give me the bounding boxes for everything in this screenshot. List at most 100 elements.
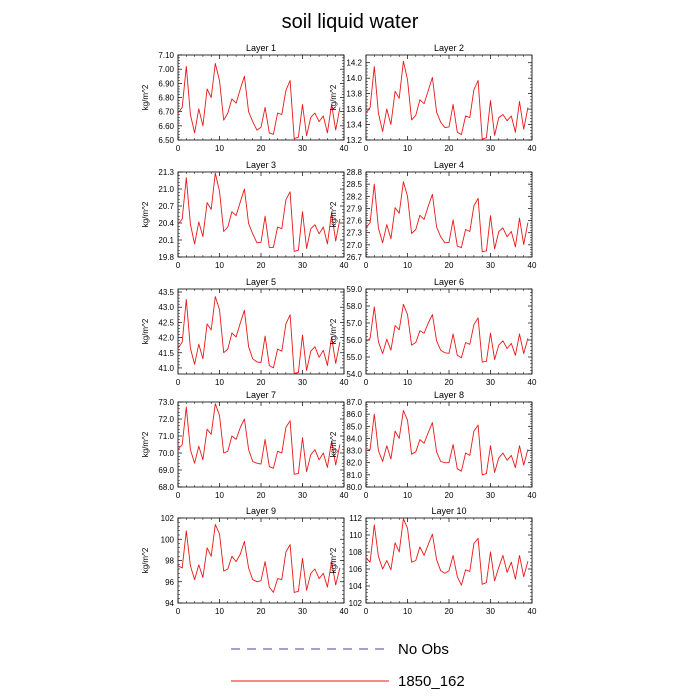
x-tick-label: 0 — [364, 378, 369, 387]
y-tick-label: 43.5 — [158, 288, 174, 297]
x-tick-label: 30 — [486, 491, 495, 500]
x-tick-label: 0 — [364, 261, 369, 270]
panel-layer-8: Layer 8kg/m^20 10 20 30 4080.081.082.083.084… — [329, 390, 537, 500]
y-tick-label: 27.9 — [346, 204, 362, 213]
y-tick-label: 41.0 — [158, 364, 174, 373]
y-tick-label: 42.0 — [158, 334, 174, 343]
series-line-1850-162 — [177, 296, 341, 374]
y-tick-label: 6.80 — [158, 94, 174, 103]
y-tick-label: 104 — [349, 582, 363, 591]
x-tick-label: 0 — [364, 607, 369, 616]
legend-1850-162-label: 1850_162 — [398, 673, 465, 690]
panel-layer-3: Layer 3 kg/m^2 0 10 20 30 40 19.8 20.1 20.4 20.7 21… — [141, 160, 349, 270]
y-axis-label: kg/m^2 — [141, 84, 150, 110]
y-tick-label: 58.0 — [346, 302, 362, 311]
panel-grid: Layer 1kg/m^20 10 20 30 406.506.606.706.806.… — [141, 43, 537, 616]
y-tick-label: 84.0 — [346, 434, 362, 443]
x-tick-label: 10 — [215, 144, 224, 153]
series-line-1850-162 — [177, 63, 341, 140]
x-tick-label: 40 — [340, 261, 349, 270]
x-tick-label: 30 — [298, 491, 307, 500]
x-tick-label: 40 — [528, 144, 537, 153]
y-tick-label: 6.50 — [158, 136, 174, 145]
x-tick-label: 40 — [528, 261, 537, 270]
y-tick-label: 13.4 — [346, 121, 362, 130]
y-tick-label: 86.0 — [346, 410, 362, 419]
x-tick-label: 30 — [298, 261, 307, 270]
x-tick-label: 20 — [257, 491, 266, 500]
y-tick-label: 94 — [165, 599, 174, 608]
y-tick-label: 72.0 — [158, 415, 174, 424]
y-tick-label: 20.1 — [158, 236, 174, 245]
x-tick-label: 20 — [445, 607, 454, 616]
x-tick-label: 40 — [528, 378, 537, 387]
series-line-1850-162 — [177, 172, 341, 252]
y-tick-label: 28.2 — [346, 192, 362, 201]
y-tick-label: 13.6 — [346, 105, 362, 114]
x-tick-label: 20 — [445, 378, 454, 387]
y-tick-label: 54.0 — [346, 370, 362, 379]
y-tick-label: 83.0 — [346, 447, 362, 456]
panel-title: Layer 1 — [246, 43, 276, 53]
y-tick-label: 27.6 — [346, 217, 362, 226]
panel-layer-1: Layer 1 kg/m^2 0 10 20 30 40 6.50 6.60 6.70 6.80 6.… — [141, 43, 349, 153]
panel-layer-9: Layer 9 kg/m^2 0 10 20 30 40 94 96 98 100 102 — [141, 506, 349, 616]
y-tick-label: 82.0 — [346, 459, 362, 468]
y-axis-label: kg/m^2 — [141, 431, 150, 457]
x-tick-label: 30 — [298, 378, 307, 387]
y-axis-label: kg/m^2 — [329, 84, 338, 110]
y-tick-label: 42.5 — [158, 318, 174, 327]
y-axis-label: kg/m^2 — [329, 431, 338, 457]
y-tick-label: 112 — [349, 514, 362, 523]
x-tick-label: 10 — [403, 261, 412, 270]
x-tick-label: 40 — [340, 378, 349, 387]
y-tick-label: 98 — [165, 557, 174, 566]
plot-frame — [177, 171, 345, 258]
panel-title: Layer 9 — [246, 506, 276, 516]
x-tick-label: 40 — [340, 491, 349, 500]
x-tick-label: 20 — [445, 491, 454, 500]
x-tick-label: 20 — [257, 378, 266, 387]
y-tick-label: 102 — [161, 514, 175, 523]
x-tick-label: 0 — [176, 378, 181, 387]
y-tick-label: 21.3 — [158, 168, 174, 177]
x-tick-label: 40 — [528, 607, 537, 616]
series-line-1850-162 — [365, 60, 529, 140]
x-tick-label: 30 — [486, 144, 495, 153]
y-tick-label: 14.2 — [346, 59, 362, 68]
panel-title: Layer 10 — [431, 506, 466, 516]
y-tick-label: 43.0 — [158, 303, 174, 312]
y-tick-label: 20.4 — [158, 219, 174, 228]
x-tick-label: 40 — [528, 491, 537, 500]
panel-layer-4: Layer 4kg/m^20 10 20 30 4026.727.027.327.627… — [329, 160, 537, 270]
x-tick-label: 20 — [445, 144, 454, 153]
y-tick-label: 70.0 — [158, 449, 174, 458]
x-tick-label: 40 — [340, 607, 349, 616]
y-tick-label: 21.0 — [158, 185, 174, 194]
y-tick-label: 19.8 — [158, 253, 174, 262]
panel-title: Layer 4 — [434, 160, 464, 170]
y-tick-label: 27.0 — [346, 241, 362, 250]
y-tick-label: 28.5 — [346, 180, 362, 189]
x-tick-label: 20 — [257, 607, 266, 616]
y-tick-label: 57.0 — [346, 319, 362, 328]
x-tick-label: 0 — [176, 607, 181, 616]
y-axis-label: kg/m^2 — [141, 318, 150, 344]
y-tick-label: 6.70 — [158, 108, 174, 117]
y-axis-label: kg/m^2 — [329, 201, 338, 227]
y-tick-label: 108 — [349, 548, 363, 557]
y-tick-label: 71.0 — [158, 432, 174, 441]
y-tick-label: 7.10 — [158, 51, 174, 60]
panel-layer-5: Layer 5 kg/m^2 0 10 20 30 40 41.0 41.5 42.0 42.5 43… — [141, 277, 349, 387]
y-tick-label: 6.90 — [158, 79, 174, 88]
series-line-1850-162 — [365, 410, 529, 476]
x-tick-label: 0 — [176, 491, 181, 500]
plot-frame — [365, 517, 533, 604]
series-line-1850-162 — [365, 181, 529, 253]
y-axis-label: kg/m^2 — [329, 547, 338, 573]
panel-layer-7: Layer 7 kg/m^2 0 10 20 30 40 68.0 69.0 70.0 71.0 72… — [141, 390, 349, 500]
x-tick-label: 40 — [340, 144, 349, 153]
x-tick-label: 0 — [176, 261, 181, 270]
x-tick-label: 10 — [215, 261, 224, 270]
